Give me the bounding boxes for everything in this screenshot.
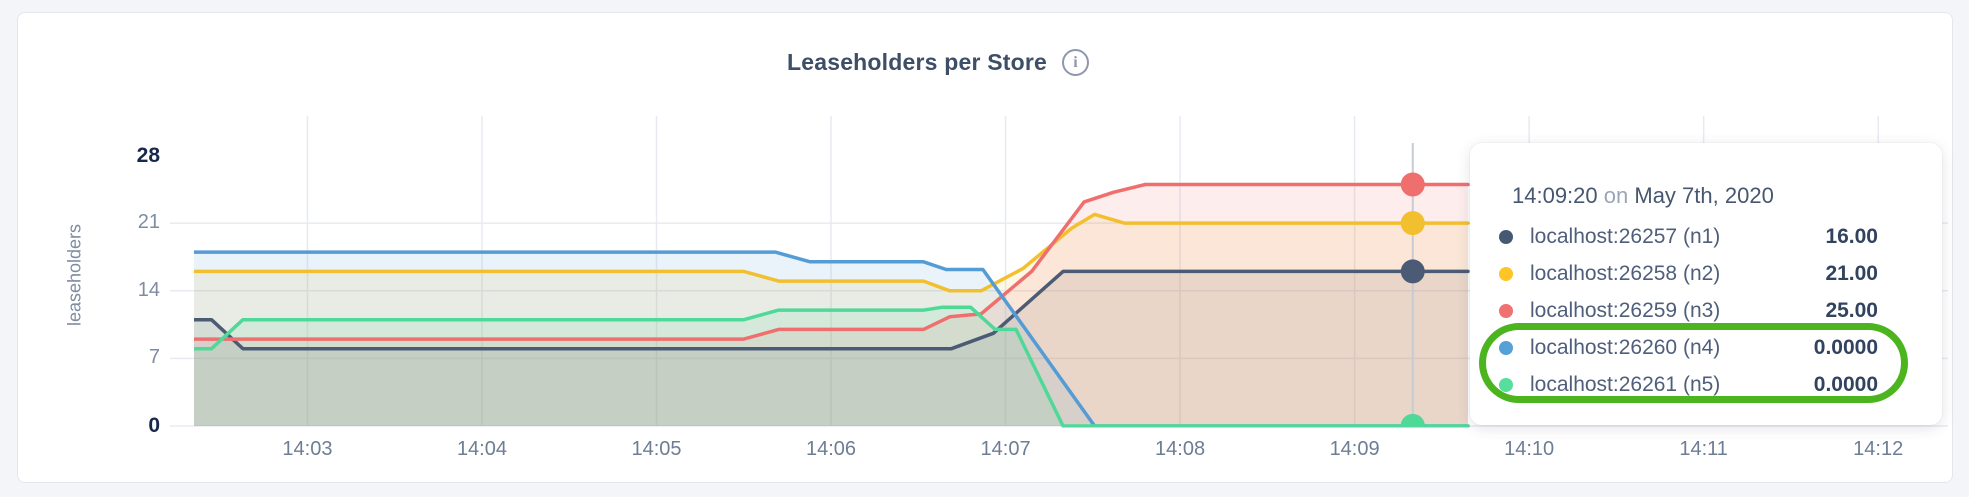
x-tick-label: 14:05 [631,438,682,460]
tooltip-series-label: localhost:26261 (n5) [1530,372,1721,396]
tooltip-timestamp: 14:09:20 on May 7th, 2020 [1512,183,1774,209]
series-line-3 [194,182,1470,341]
chart-card: Leaseholders per Store i leaseholders 0 7… [17,12,1953,483]
tooltip-row: localhost:26258 (n2) 21.00 [1470,255,1942,292]
x-tick-label: 14:06 [805,438,857,460]
x-tick-label: 14:12 [1853,438,1904,460]
series-area-4 [194,252,1468,426]
y-tick-label: 7 [148,346,160,369]
x-tick-label: 14:09 [1329,438,1380,460]
series-color-dot-icon [1499,229,1513,244]
x-tick-label: 14:07 [980,438,1031,460]
tooltip-series-label: localhost:26260 (n4) [1530,335,1721,359]
tooltip-date: May 7th, 2020 [1634,183,1774,208]
tooltip-series-label: localhost:26259 (n3) [1530,298,1721,322]
y-tick-label: 14 [137,278,160,301]
series-color-dot-icon [1499,303,1513,318]
series-line-5 [194,305,1470,428]
y-tick-label: 0 [148,414,160,437]
hover-marker [1400,211,1425,236]
info-icon[interactable]: i [1062,49,1090,76]
x-tick-label: 14:10 [1504,438,1555,460]
hover-marker [1400,259,1425,284]
y-tick-label: 21 [137,211,160,234]
y-axis-label: leaseholders [64,223,85,327]
hover-marker [1400,172,1425,197]
chart-header: Leaseholders per Store i [18,49,1858,76]
hover-group [1400,143,1425,428]
chart-title: Leaseholders per Store [786,49,1048,75]
series-line-1 [194,269,1470,351]
series-area-2 [194,214,1468,426]
tooltip-row: localhost:26261 (n5) 0.0000 [1470,366,1942,403]
hover-markers [1400,172,1425,428]
x-tick-label: 14:08 [1155,438,1206,460]
tooltip-series-label: localhost:26258 (n2) [1530,261,1721,285]
chart-tooltip: 14:09:20 on May 7th, 2020 localhost:2625… [1470,143,1942,425]
x-tick-label: 14:11 [1679,438,1728,460]
tooltip-series-label: localhost:26257 (n1) [1530,224,1721,248]
tooltip-row: localhost:26259 (n3) 25.00 [1470,292,1942,329]
series-line-2 [194,212,1470,293]
series-color-dot-icon [1499,266,1513,281]
tooltip-series-value: 0.0000 [1813,335,1878,359]
series-line-4 [194,250,1470,428]
tooltip-series-value: 25.00 [1825,298,1878,322]
series-area-5 [194,307,1468,426]
highlight-annotation [1479,323,1908,403]
series-area-3 [194,184,1468,426]
tooltip-time: 14:09:20 [1512,183,1598,208]
tooltip-series-value: 16.00 [1825,224,1878,248]
y-tick-label: 28 [136,143,160,167]
tooltip-series-value: 0.0000 [1813,372,1878,396]
chart-plot-area [170,116,1948,428]
x-tick-label: 14:04 [456,438,507,460]
hover-marker [1400,414,1425,428]
x-tick-label: 14:03 [282,438,333,460]
tooltip-series-value: 21.00 [1825,261,1878,285]
tooltip-connector: on [1603,183,1629,208]
series-lines [194,182,1470,428]
tooltip-row: localhost:26257 (n1) 16.00 [1470,218,1942,255]
